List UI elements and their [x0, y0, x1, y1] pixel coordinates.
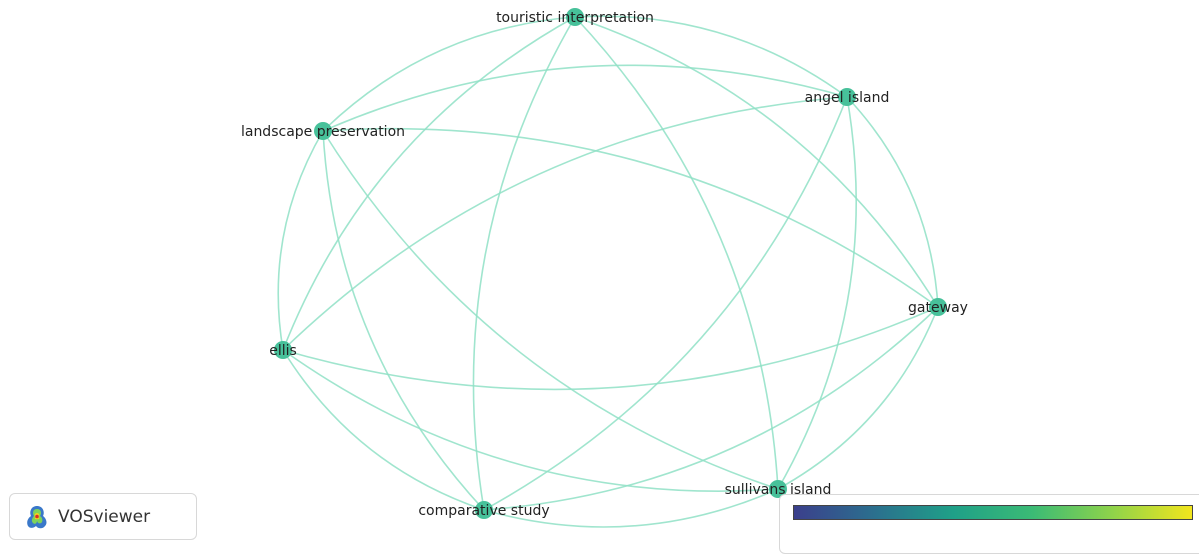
- edge-landscape-preservation-gateway[interactable]: [322, 127, 939, 308]
- edge-angel-island-comparative-study[interactable]: [483, 96, 848, 511]
- edge-comparative-study-sullivans-island[interactable]: [483, 488, 779, 528]
- node-label-gateway[interactable]: gateway: [908, 300, 968, 316]
- node-gateway[interactable]: [929, 298, 947, 316]
- vosviewer-logo-box: VOSviewer: [9, 493, 197, 540]
- node-landscape-preservation[interactable]: [314, 122, 332, 140]
- edge-touristic-interpretation-gateway[interactable]: [574, 16, 939, 308]
- edge-angel-island-sullivans-island[interactable]: [777, 96, 857, 490]
- node-label-landscape-preservation[interactable]: landscape preservation: [241, 124, 405, 140]
- edge-angel-island-ellis[interactable]: [282, 96, 848, 351]
- edge-ellis-comparative-study[interactable]: [282, 349, 485, 511]
- edge-angel-island-landscape-preservation[interactable]: [322, 64, 848, 132]
- edge-landscape-preservation-ellis[interactable]: [277, 130, 324, 351]
- edge-gateway-ellis[interactable]: [282, 306, 939, 391]
- edge-touristic-interpretation-landscape-preservation[interactable]: [322, 16, 576, 132]
- nodes-layer: [274, 8, 947, 519]
- node-label-angel-island[interactable]: angel island: [805, 90, 890, 106]
- node-sullivans-island[interactable]: [769, 480, 787, 498]
- network-graph[interactable]: touristic interpretation angel island land…: [0, 0, 1199, 542]
- vosviewer-brand-label: VOSviewer: [58, 506, 151, 527]
- edge-landscape-preservation-sullivans-island[interactable]: [322, 130, 779, 490]
- labels-layer: touristic interpretation angel island land…: [241, 10, 968, 519]
- color-legend: [779, 494, 1199, 554]
- edges-layer: [277, 15, 939, 528]
- node-label-touristic-interpretation[interactable]: touristic interpretation: [496, 10, 654, 26]
- color-scale-bar: [793, 505, 1193, 520]
- edge-touristic-interpretation-comparative-study[interactable]: [472, 16, 576, 511]
- node-label-comparative-study[interactable]: comparative study: [418, 503, 549, 519]
- edge-gateway-comparative-study[interactable]: [483, 306, 939, 511]
- vosviewer-logo-icon: [27, 505, 47, 528]
- edge-angel-island-gateway[interactable]: [846, 96, 939, 308]
- edge-landscape-preservation-comparative-study[interactable]: [322, 130, 485, 511]
- node-angel-island[interactable]: [838, 88, 856, 106]
- edge-touristic-interpretation-sullivans-island[interactable]: [574, 16, 779, 490]
- edge-touristic-interpretation-angel-island[interactable]: [574, 15, 848, 98]
- node-comparative-study[interactable]: [475, 501, 493, 519]
- edge-touristic-interpretation-ellis[interactable]: [282, 16, 576, 351]
- edge-ellis-sullivans-island[interactable]: [282, 349, 779, 492]
- node-touristic-interpretation[interactable]: [566, 8, 584, 26]
- node-ellis[interactable]: [274, 341, 292, 359]
- node-label-ellis[interactable]: ellis: [269, 343, 297, 359]
- edge-gateway-sullivans-island[interactable]: [777, 306, 939, 490]
